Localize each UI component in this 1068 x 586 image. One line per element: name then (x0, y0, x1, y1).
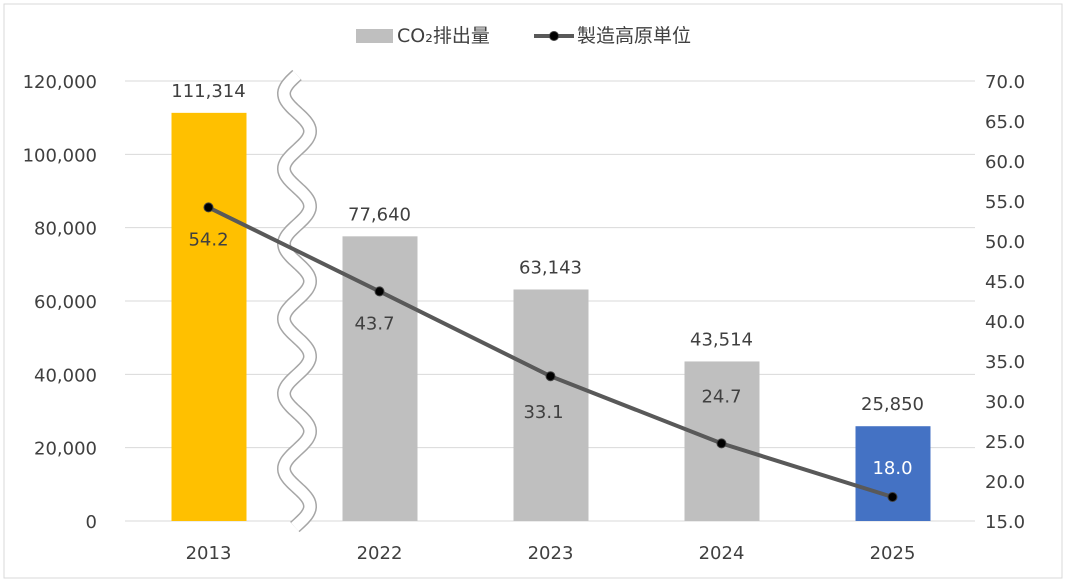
legend-bar-swatch (356, 29, 393, 43)
line-marker-2023 (545, 371, 556, 382)
y-right-tick-label: 35.0 (985, 352, 1025, 373)
y-right-tick-label: 30.0 (985, 392, 1025, 413)
line-data-label: 43.7 (354, 313, 394, 334)
legend-bar-label: CO₂排出量 (397, 25, 490, 47)
line-marker-2024 (716, 438, 727, 449)
labels: 0 20,000 40,000 60,000 80,000 100,000 120,000 1… (23, 72, 1026, 564)
bar-data-label: 43,514 (690, 329, 753, 350)
y-right-tick-label: 40.0 (985, 312, 1025, 333)
line-marker-2025 (887, 492, 898, 502)
bar-data-label: 63,143 (519, 257, 582, 278)
y-left-tick-label: 0 (86, 512, 97, 533)
y-left-tick-label: 100,000 (23, 145, 97, 166)
line-marker-2013 (203, 202, 214, 213)
bar-data-label: 77,640 (348, 204, 411, 225)
y-right-tick-label: 50.0 (985, 232, 1025, 253)
bar-data-label: 25,850 (861, 394, 924, 415)
line-data-label: 18.0 (872, 458, 912, 479)
axis-break-fill (278, 70, 316, 532)
y-left-tick-label: 120,000 (23, 72, 97, 93)
y-right-tick-label: 55.0 (985, 192, 1025, 213)
y-right-tick-label: 65.0 (985, 112, 1025, 133)
y-right-tick-label: 25.0 (985, 432, 1025, 453)
y-right-tick-label: 45.0 (985, 272, 1025, 293)
axis-break (276, 69, 318, 533)
gridlines (125, 80, 975, 522)
y-right-tick-label: 15.0 (985, 512, 1025, 533)
bar-data-label: 111,314 (171, 81, 245, 102)
bar-2023 (513, 289, 589, 521)
y-left-tick-label: 40,000 (34, 365, 97, 386)
y-left-tick-label: 80,000 (34, 219, 97, 240)
bar-2013 (171, 112, 247, 521)
y-right-tick-label: 60.0 (985, 152, 1025, 173)
x-tick-label: 2022 (357, 543, 403, 564)
legend[interactable]: CO₂排出量 製造高原単位 (356, 25, 691, 47)
y-left-tick-label: 60,000 (34, 292, 97, 313)
line-data-label: 54.2 (188, 229, 228, 250)
y-right-tick-label: 70.0 (985, 72, 1025, 93)
bar-2025 (855, 426, 931, 521)
line-data-label: 24.7 (701, 386, 741, 407)
x-tick-label: 2024 (699, 543, 745, 564)
x-tick-label: 2013 (186, 543, 232, 564)
y-left-tick-label: 20,000 (34, 439, 97, 460)
x-tick-label: 2025 (870, 543, 916, 564)
line-series (203, 202, 898, 502)
x-tick-label: 2023 (528, 543, 574, 564)
legend-line-marker (549, 31, 559, 41)
line-data-label: 33.1 (523, 402, 563, 423)
bar-2022 (342, 236, 418, 521)
y-right-tick-label: 20.0 (985, 472, 1025, 493)
line-marker-2022 (374, 286, 385, 297)
legend-line-label: 製造高原単位 (577, 25, 691, 47)
